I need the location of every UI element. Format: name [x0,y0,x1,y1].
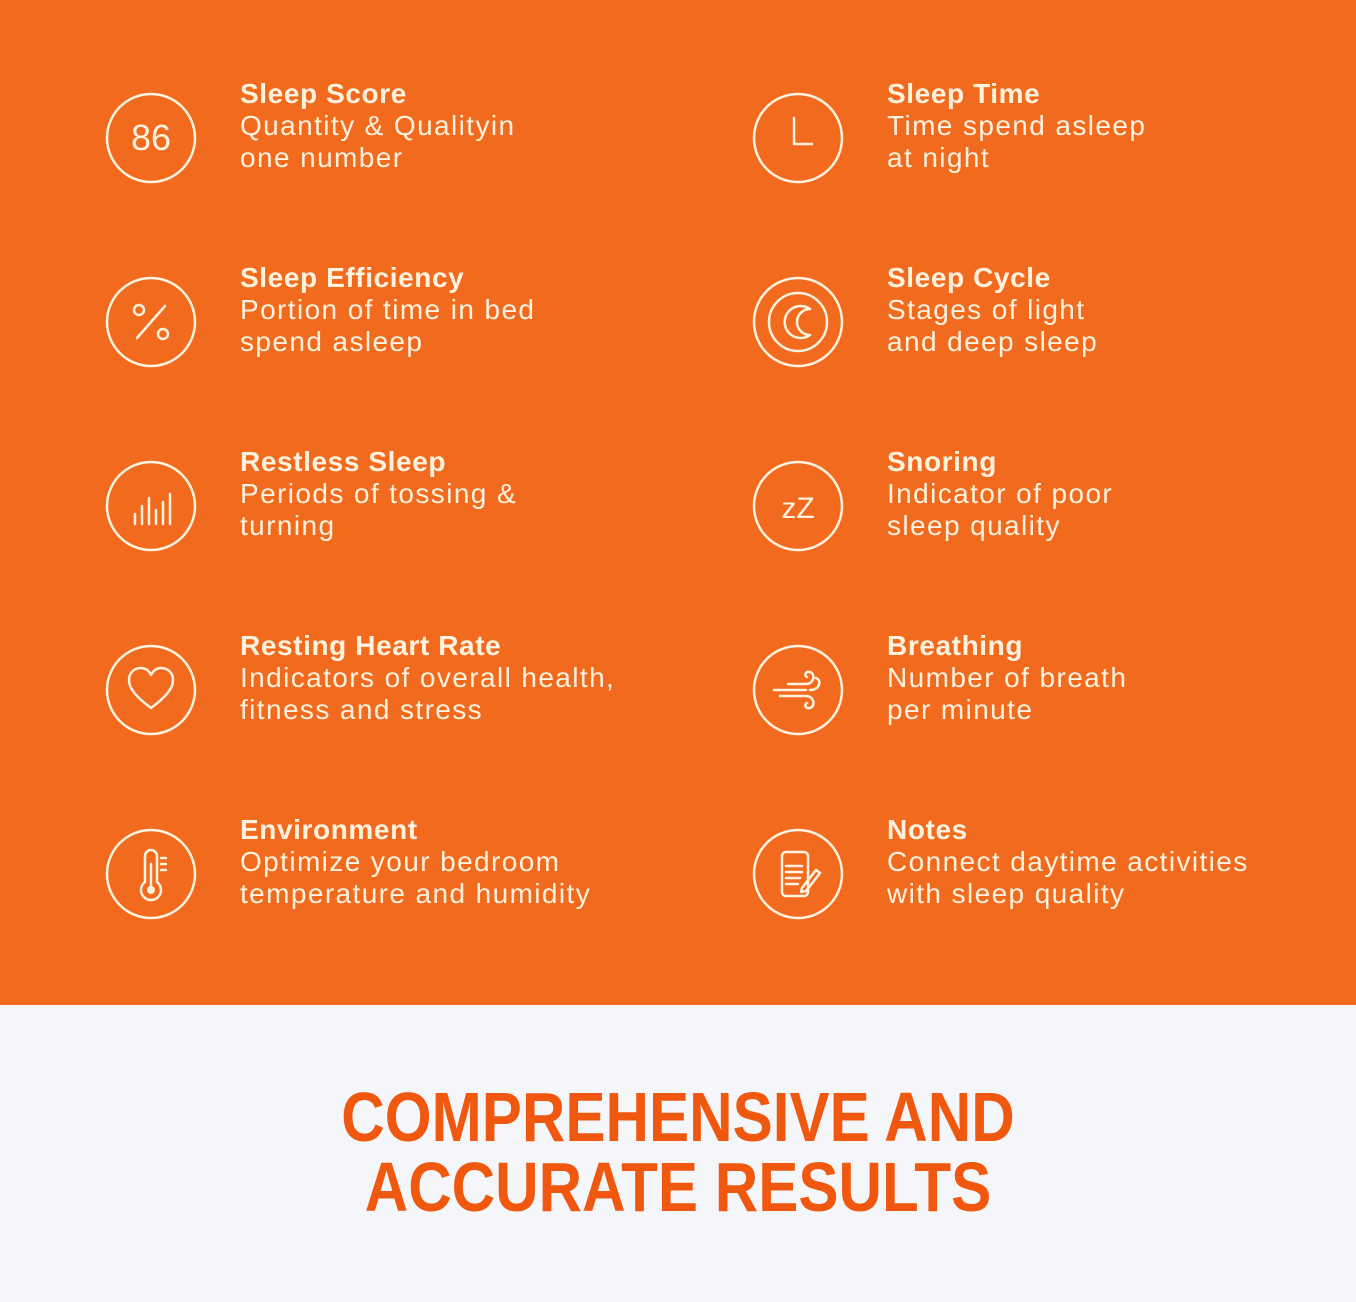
score-86-icon: 86 [105,92,197,184]
feature-sleep-efficiency: Sleep Efficiency Portion of time in bed sp… [105,262,725,396]
features-panel: 86 Sleep Score Quantity & Qualityin one num… [0,0,1356,1005]
wind-icon [752,644,844,736]
feature-title: Notes [887,814,968,845]
svg-text:86: 86 [131,117,171,158]
feature-title: Snoring [887,446,997,477]
feature-snoring: zZ Snoring Indicator of poor sleep quality [752,446,1356,580]
feature-description: Connect daytime activities [887,846,1249,877]
feature-notes: Notes Connect daytime activities with slee… [752,814,1356,948]
feature-description: Periods of tossing & [240,478,518,509]
feature-description: Portion of time in bed [240,294,536,325]
feature-description: Stages of light [887,294,1086,325]
bars-icon [105,460,197,552]
feature-description: fitness and stress [240,694,484,725]
feature-description: with sleep quality [887,878,1126,909]
feature-restless-sleep: Restless Sleep Periods of tossing & turnin… [105,446,725,580]
feature-description: Indicator of poor [887,478,1114,509]
thermometer-icon [105,828,197,920]
feature-description: spend asleep [240,326,424,357]
feature-title: Sleep Cycle [887,262,1051,293]
headline-line-2: ACCURATE RESULTS [364,1148,992,1226]
feature-description: turning [240,510,336,541]
feature-title: Breathing [887,630,1024,661]
feature-description: Quantity & Qualityin [240,110,516,141]
clock-icon [752,92,844,184]
zz-icon: zZ [752,460,844,552]
feature-title: Resting Heart Rate [240,630,502,661]
notes-icon [752,828,844,920]
footer-panel: COMPREHENSIVE AND ACCURATE RESULTS [0,1005,1356,1302]
feature-resting-heart-rate: Resting Heart Rate Indicators of overall … [105,630,725,764]
feature-title: Sleep Time [887,78,1041,109]
feature-description: temperature and humidity [240,878,592,909]
heart-icon [105,644,197,736]
feature-description: and deep sleep [887,326,1099,357]
feature-sleep-score: 86 Sleep Score Quantity & Qualityin one num… [105,78,725,212]
headline-line-1: COMPREHENSIVE AND [341,1078,1015,1156]
feature-description: Optimize your bedroom [240,846,561,877]
feature-title: Sleep Score [240,78,407,109]
feature-description: Indicators of overall health, [240,662,616,693]
feature-description: at night [887,142,991,173]
feature-description: one number [240,142,404,173]
percent-icon [105,276,197,368]
feature-description: Number of breath [887,662,1128,693]
feature-description: sleep quality [887,510,1061,541]
feature-description: Time spend asleep [887,110,1147,141]
feature-title: Environment [240,814,418,845]
feature-environment: Environment Optimize your bedroom temperat… [105,814,725,948]
svg-text:zZ: zZ [781,492,814,525]
feature-title: Sleep Efficiency [240,262,465,293]
feature-description: per minute [887,694,1034,725]
feature-sleep-time: Sleep Time Time spend asleep at night [752,78,1356,212]
moon-icon [752,276,844,368]
feature-breathing: Breathing Number of breath per minute [752,630,1356,764]
feature-title: Restless Sleep [240,446,447,477]
feature-sleep-cycle: Sleep Cycle Stages of light and deep sleep [752,262,1356,396]
